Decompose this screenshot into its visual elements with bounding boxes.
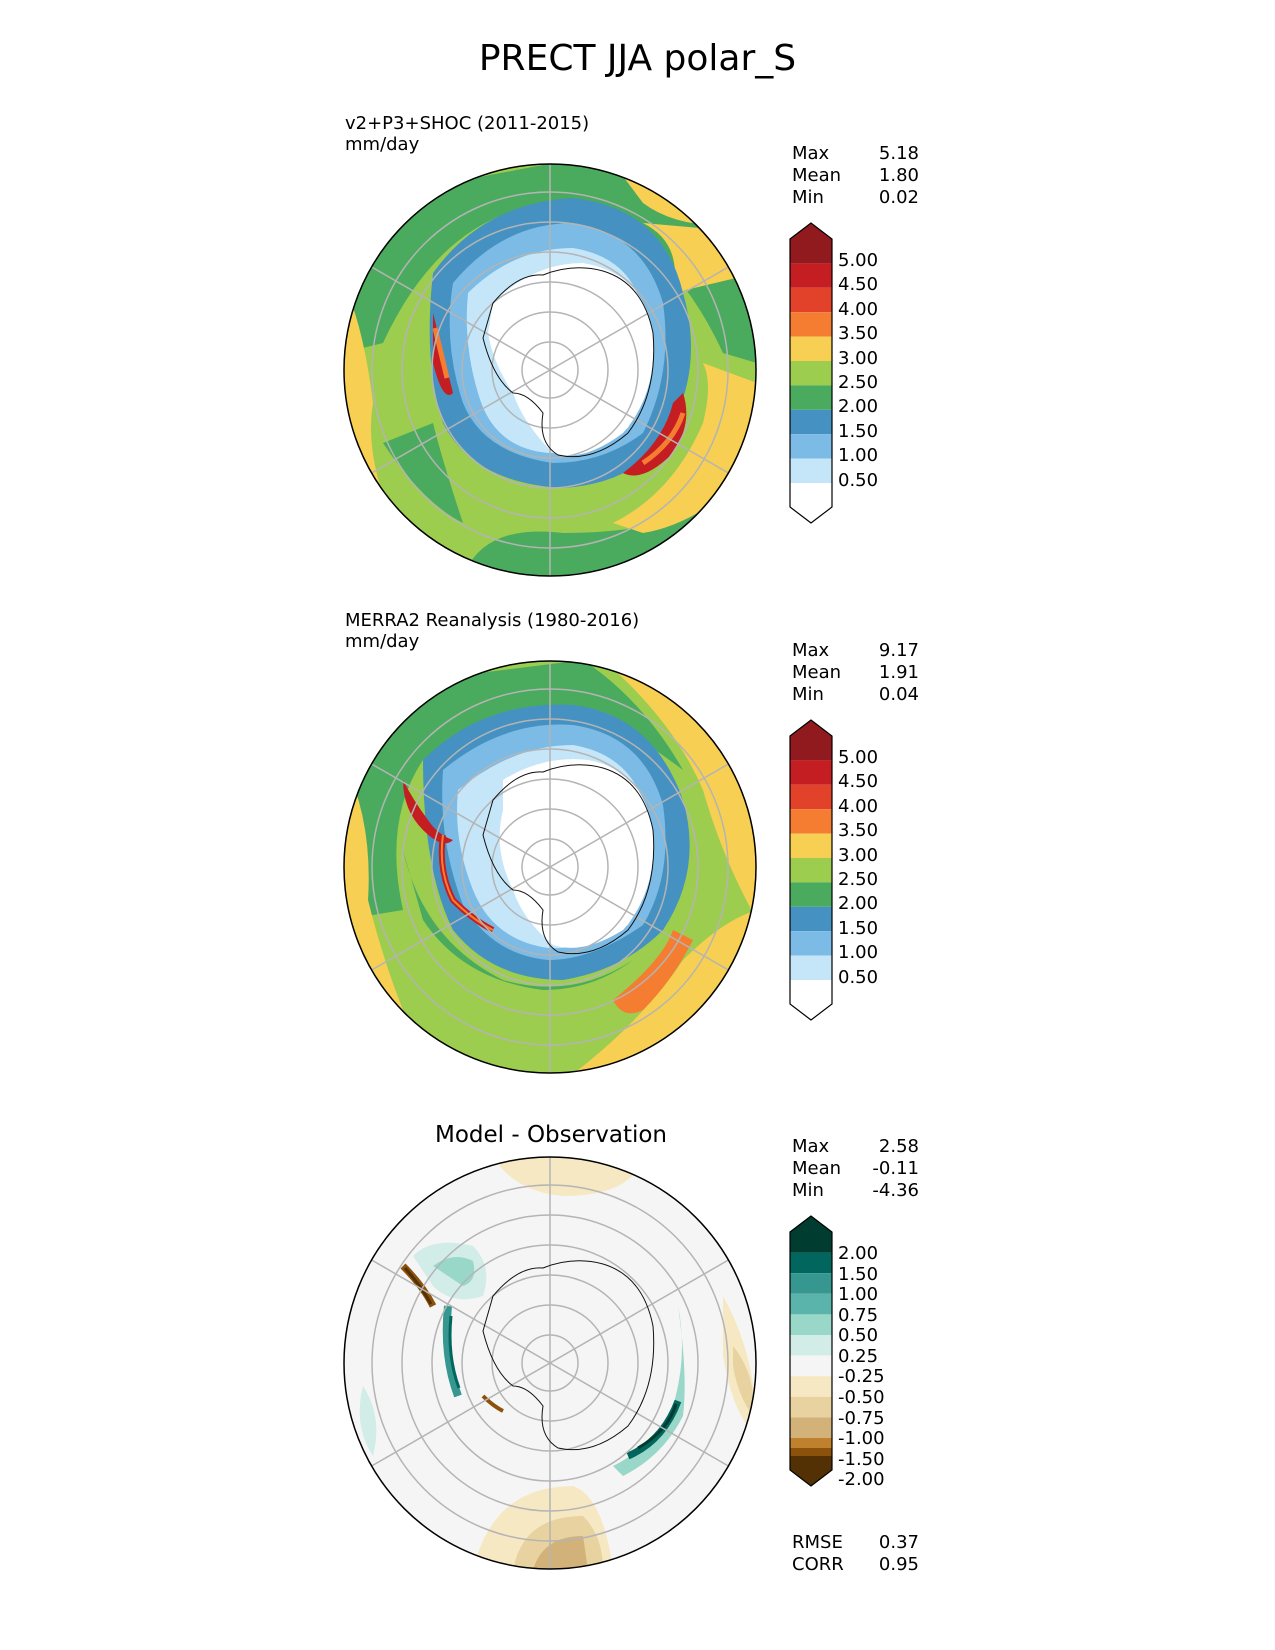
difference-graticule <box>371 1157 729 1569</box>
cbar-tick: 0.75 <box>838 1305 879 1326</box>
stat-mean: Mean -0.11 <box>792 1158 919 1179</box>
cbar-tick: 3.00 <box>838 845 879 866</box>
cbar-tick: -2.00 <box>838 1469 885 1490</box>
cbar-tick: -1.00 <box>838 1428 885 1449</box>
reference-map <box>343 660 757 1074</box>
reference-stats: Max 9.17 Mean 1.91 Min 0.04 <box>792 640 919 706</box>
cbar-tick: 5.00 <box>838 747 879 768</box>
figure-title: PRECT JJA polar_S <box>478 38 797 79</box>
reference-caption-units: mm/day <box>345 631 420 652</box>
cbar-tick: -0.50 <box>838 1387 885 1408</box>
test-graticule <box>371 164 729 576</box>
reference-caption-name: MERRA2 Reanalysis (1980-2016) <box>345 610 640 631</box>
test-map <box>343 163 757 577</box>
cbar-tick: 1.00 <box>838 1284 879 1305</box>
cbar-tick: 4.00 <box>838 299 879 320</box>
stat-min: Min 0.02 <box>792 187 919 208</box>
cbar-tick: 5.00 <box>838 250 879 271</box>
cbar-tick: 0.50 <box>838 470 879 491</box>
cbar-tick: -0.75 <box>838 1408 885 1429</box>
stat-min: Min 0.04 <box>792 684 919 705</box>
reference-colorbar <box>789 719 833 1021</box>
cbar-tick: 2.00 <box>838 893 879 914</box>
metric-corr: CORR 0.95 <box>792 1554 919 1575</box>
cbar-tick: 1.50 <box>838 421 879 442</box>
difference-map-border <box>343 1156 757 1570</box>
stat-mean: Mean 1.80 <box>792 165 919 186</box>
stat-max: Max 9.17 <box>792 640 919 661</box>
difference-map <box>343 1156 757 1570</box>
cbar-tick: 4.00 <box>838 796 879 817</box>
difference-coastline <box>482 1260 655 1451</box>
test-caption-name: v2+P3+SHOC (2011-2015) <box>345 113 590 134</box>
test-map-border <box>343 163 757 577</box>
cbar-tick: 2.50 <box>838 372 879 393</box>
cbar-tick: 3.00 <box>838 348 879 369</box>
test-stats: Max 5.18 Mean 1.80 Min 0.02 <box>792 143 919 209</box>
difference-title: Model - Observation <box>434 1122 668 1148</box>
cbar-tick: 2.00 <box>838 1243 879 1264</box>
test-colorbar <box>789 222 833 524</box>
difference-colorbar <box>789 1215 833 1487</box>
cbar-tick: 3.50 <box>838 820 879 841</box>
cbar-tick: -0.25 <box>838 1366 885 1387</box>
cbar-tick: 0.50 <box>838 967 879 988</box>
cbar-tick: 2.50 <box>838 869 879 890</box>
stat-min: Min -4.36 <box>792 1180 919 1201</box>
cbar-tick: 0.25 <box>838 1346 879 1367</box>
stat-mean: Mean 1.91 <box>792 662 919 683</box>
difference-stats: Max 2.58 Mean -0.11 Min -4.36 <box>792 1136 919 1202</box>
cbar-tick: 3.50 <box>838 323 879 344</box>
test-caption: v2+P3+SHOC (2011-2015) mm/day <box>345 113 589 155</box>
test-caption-units: mm/day <box>345 134 420 155</box>
cbar-tick: 0.50 <box>838 1325 879 1346</box>
cbar-tick: 1.00 <box>838 942 879 963</box>
cbar-tick: 1.50 <box>838 918 879 939</box>
stat-max: Max 2.58 <box>792 1136 919 1157</box>
difference-metrics: RMSE 0.37 CORR 0.95 <box>792 1532 919 1576</box>
metric-rmse: RMSE 0.37 <box>792 1532 919 1553</box>
cbar-tick: 2.00 <box>838 396 879 417</box>
stat-max: Max 5.18 <box>792 143 919 164</box>
cbar-tick: 4.50 <box>838 771 879 792</box>
reference-caption: MERRA2 Reanalysis (1980-2016) mm/day <box>345 610 639 652</box>
cbar-tick: 1.50 <box>838 1264 879 1285</box>
cbar-tick: 4.50 <box>838 274 879 295</box>
cbar-tick: 1.00 <box>838 445 879 466</box>
cbar-tick: -1.50 <box>838 1449 885 1470</box>
reference-graticule <box>371 661 729 1073</box>
test-coastline <box>482 267 655 458</box>
reference-map-border <box>343 660 757 1074</box>
reference-coastline <box>482 764 655 955</box>
